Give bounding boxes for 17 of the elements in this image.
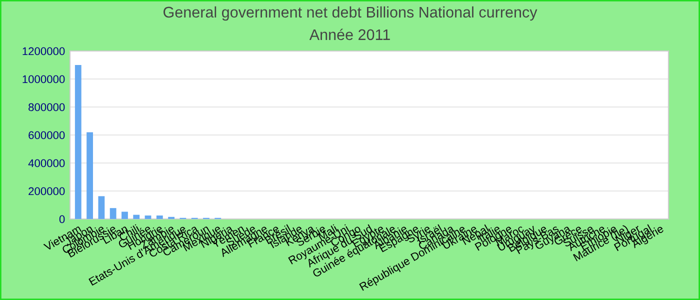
y-tick-label: 200000 <box>28 187 65 196</box>
bar <box>110 208 116 219</box>
bar <box>98 196 105 219</box>
y-tick-label: 600000 <box>28 131 65 140</box>
y-tick-label: 1000000 <box>22 75 65 84</box>
bar <box>156 216 163 219</box>
bar <box>133 214 140 219</box>
chart-subtitle: Année 2011 <box>309 28 390 40</box>
y-tick-label: 0 <box>59 215 65 224</box>
chart-title: General government net debt Billions National currency <box>164 6 538 21</box>
bar <box>122 212 128 219</box>
y-tick-label: 400000 <box>28 159 65 168</box>
bar <box>144 216 152 219</box>
y-tick-label: 1200000 <box>22 47 65 56</box>
y-tick-label: 800000 <box>28 103 65 112</box>
bar <box>74 65 82 219</box>
bar <box>86 132 93 219</box>
